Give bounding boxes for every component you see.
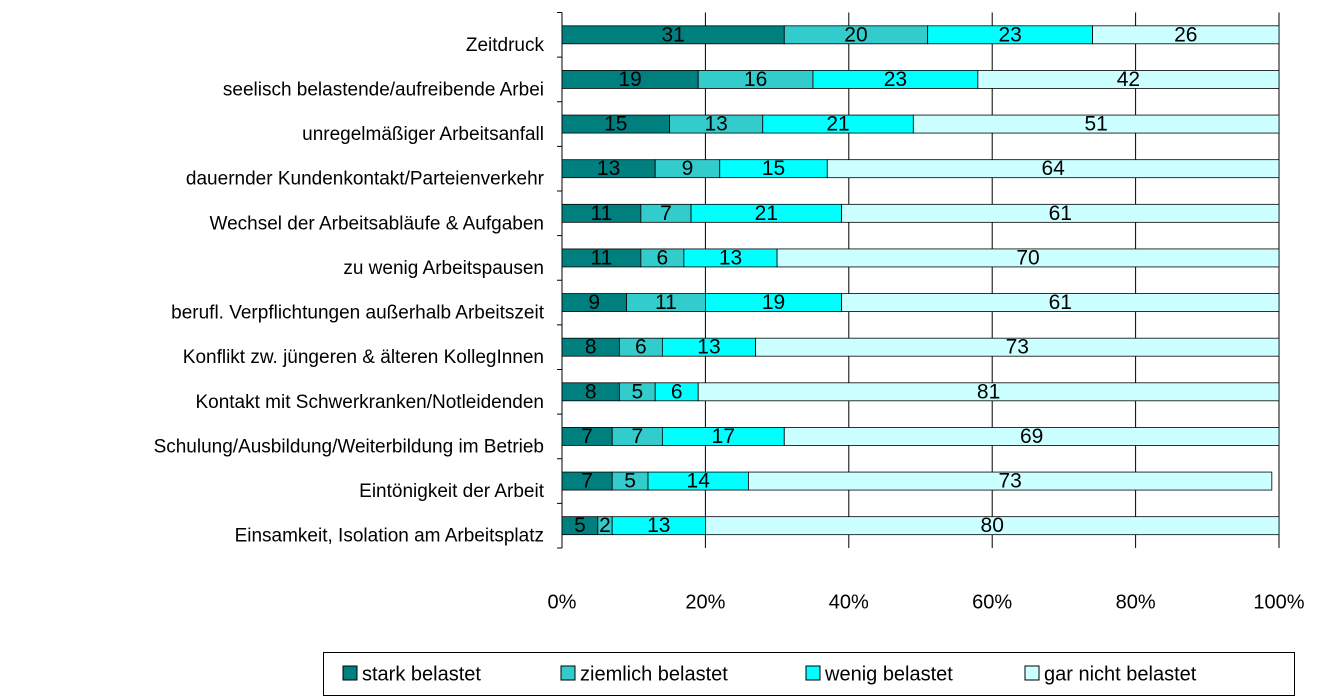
value-label: 11 xyxy=(591,202,613,225)
value-label: 6 xyxy=(657,246,669,269)
y-tick-label: zu wenig Arbeitspausen xyxy=(343,258,544,279)
value-label: 64 xyxy=(1041,157,1065,180)
value-label: 11 xyxy=(655,291,677,314)
value-label: 15 xyxy=(604,113,627,136)
value-label: 8 xyxy=(585,336,597,359)
bar-segment xyxy=(776,248,1280,268)
legend-swatch xyxy=(342,665,358,681)
value-label: 70 xyxy=(1016,246,1039,269)
y-tick-label: dauernder Kundenkontakt/Parteienverkehr xyxy=(186,169,545,190)
legend-label: wenig belastet xyxy=(824,663,953,685)
bar-segment xyxy=(783,427,1280,446)
x-tick-label: 100% xyxy=(1253,591,1304,613)
plot-area xyxy=(562,12,1279,548)
x-tick-label: 20% xyxy=(685,591,725,613)
value-label: 23 xyxy=(998,23,1021,46)
y-tick-label: Wechsel der Arbeitsabläufe & Aufgaben xyxy=(210,213,545,234)
value-label: 5 xyxy=(624,470,636,493)
value-label: 16 xyxy=(744,68,767,91)
y-tick-label: Konflikt zw. jüngeren & älteren KollegIn… xyxy=(183,347,544,368)
value-label: 8 xyxy=(585,380,597,403)
y-tick-label: Eintönigkeit der Arbeit xyxy=(359,481,545,502)
value-label: 73 xyxy=(1006,336,1029,359)
bar-segment xyxy=(841,203,1280,223)
value-label: 14 xyxy=(687,470,711,493)
value-label: 7 xyxy=(581,425,593,448)
value-label: 81 xyxy=(977,380,1000,403)
value-label: 7 xyxy=(660,202,672,225)
value-label: 19 xyxy=(618,68,641,91)
value-label: 13 xyxy=(647,514,670,537)
value-label: 13 xyxy=(597,157,620,180)
y-tick-label: seelisch belastende/aufreibende Arbei xyxy=(223,79,544,100)
legend-label: stark belastet xyxy=(362,663,481,685)
value-label: 23 xyxy=(884,68,907,91)
value-label: 6 xyxy=(635,336,647,359)
value-label: 61 xyxy=(1049,202,1072,225)
legend-swatch xyxy=(805,665,821,681)
value-label: 9 xyxy=(588,291,600,314)
value-label: 5 xyxy=(631,380,643,403)
bar-segment xyxy=(977,70,1280,89)
value-label: 17 xyxy=(712,425,735,448)
legend-swatch xyxy=(1024,665,1040,681)
y-tick-label: Einsamkeit, Isolation am Arbeitsplatz xyxy=(235,526,544,547)
value-label: 11 xyxy=(591,246,613,269)
value-label: 51 xyxy=(1084,113,1107,136)
bar-segment xyxy=(841,293,1280,312)
value-label: 9 xyxy=(682,157,694,180)
value-label: 2 xyxy=(599,514,611,537)
value-label: 21 xyxy=(755,202,778,225)
y-tick-label: Schulung/Ausbildung/Weiterbildung im Bet… xyxy=(154,436,544,457)
x-tick-label: 60% xyxy=(972,591,1012,613)
value-label: 15 xyxy=(762,157,785,180)
x-tick-label: 0% xyxy=(548,591,577,613)
bar-segment xyxy=(1092,25,1280,45)
bar-segment xyxy=(748,471,1273,491)
y-tick-label: Kontakt mit Schwerkranken/Notleidenden xyxy=(195,392,544,413)
value-label: 61 xyxy=(1049,291,1072,314)
value-label: 13 xyxy=(719,246,742,269)
bar-segment xyxy=(912,114,1280,134)
value-label: 19 xyxy=(762,291,785,314)
value-label: 13 xyxy=(704,113,727,136)
value-label: 42 xyxy=(1117,68,1140,91)
x-tick-label: 40% xyxy=(829,591,869,613)
value-label: 7 xyxy=(581,470,593,493)
y-tick-label: berufl. Verpflichtungen außerhalb Arbeit… xyxy=(171,303,545,324)
bar-segment xyxy=(755,337,1280,357)
value-label: 80 xyxy=(981,514,1004,537)
value-label: 7 xyxy=(631,425,643,448)
bar-segment xyxy=(697,382,1280,402)
legend-label: gar nicht belastet xyxy=(1044,663,1197,685)
value-label: 20 xyxy=(844,23,867,46)
value-label: 69 xyxy=(1020,425,1043,448)
y-tick-label: unregelmäßiger Arbeitsanfall xyxy=(302,124,544,145)
bar-segment xyxy=(705,516,1280,536)
value-label: 73 xyxy=(998,470,1021,493)
value-label: 13 xyxy=(697,336,720,359)
value-label: 31 xyxy=(661,23,684,46)
y-tick-label: Zeitdruck xyxy=(466,35,545,56)
value-label: 26 xyxy=(1174,23,1197,46)
x-tick-label: 80% xyxy=(1116,591,1156,613)
value-label: 21 xyxy=(826,113,849,136)
legend-label: ziemlich belastet xyxy=(580,663,728,685)
bar-segment xyxy=(826,159,1280,179)
value-label: 5 xyxy=(574,514,586,537)
legend-swatch xyxy=(560,665,576,681)
value-label: 6 xyxy=(671,380,683,403)
